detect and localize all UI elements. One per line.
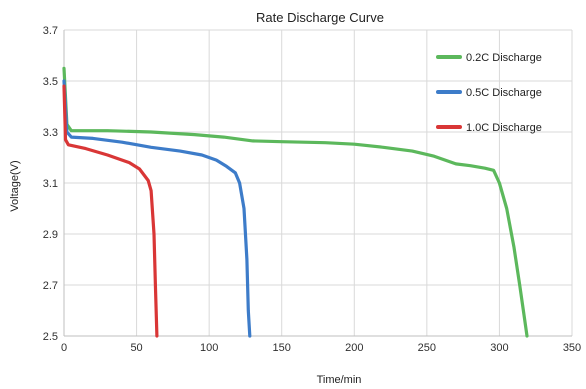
- x-tick-label: 300: [490, 342, 508, 354]
- series-line: [62, 84, 159, 338]
- x-tick-label: 350: [563, 342, 581, 354]
- y-tick-label: 2.7: [43, 280, 58, 292]
- y-tick-label: 3.5: [43, 76, 58, 88]
- series-line: [62, 66, 529, 338]
- chart-title: Rate Discharge Curve: [256, 10, 384, 25]
- x-tick-label: 0: [61, 342, 67, 354]
- y-tick-label: 2.9: [43, 229, 58, 241]
- chart-legend: 0.2C Discharge 0.5C Discharge 1.0C Dischar…: [436, 52, 542, 134]
- legend-label: 1.0C Discharge: [466, 122, 542, 134]
- series-line: [62, 79, 252, 338]
- chart-grid: [63, 29, 573, 337]
- x-tick-label: 150: [273, 342, 291, 354]
- x-tick-label: 100: [200, 342, 218, 354]
- legend-label: 0.5C Discharge: [466, 87, 542, 99]
- x-tick-label: 50: [130, 342, 142, 354]
- y-tick-label: 3.1: [43, 178, 58, 190]
- y-axis-title: Voltage(V): [9, 160, 21, 211]
- x-tick-label: 200: [345, 342, 363, 354]
- chart-series: [62, 66, 529, 338]
- y-tick-label: 3.7: [43, 25, 58, 37]
- y-tick-label: 3.3: [43, 127, 58, 139]
- x-tick-label: 250: [418, 342, 436, 354]
- x-axis-title: Time/min: [317, 374, 362, 386]
- y-tick-label: 2.5: [43, 331, 58, 343]
- legend-label: 0.2C Discharge: [466, 52, 542, 64]
